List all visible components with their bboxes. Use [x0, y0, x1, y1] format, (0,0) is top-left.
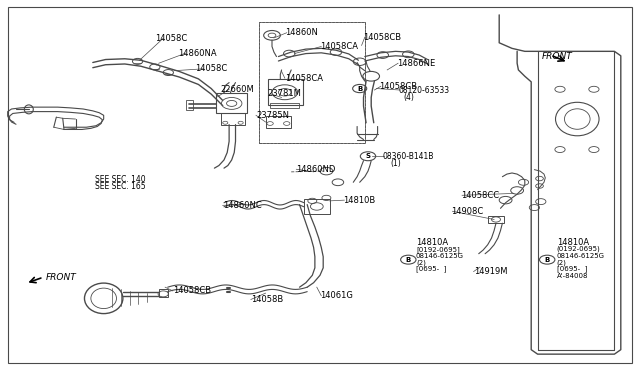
Text: 14860N: 14860N: [285, 28, 317, 37]
Text: 14860ND: 14860ND: [296, 165, 335, 174]
Text: 14058CB: 14058CB: [380, 82, 418, 91]
Text: (0192-0695): (0192-0695): [557, 246, 600, 253]
Bar: [270, 103, 299, 108]
Text: 14860NA: 14860NA: [178, 49, 216, 58]
Text: 14810B: 14810B: [343, 196, 375, 205]
Text: (4): (4): [403, 93, 414, 102]
Text: (2): (2): [416, 259, 426, 266]
Text: 14061G: 14061G: [320, 291, 353, 300]
Text: SEE SEC. 165: SEE SEC. 165: [95, 182, 145, 191]
Text: 14058B: 14058B: [251, 295, 283, 304]
Text: 14866NE: 14866NE: [397, 59, 435, 68]
Bar: [186, 100, 193, 110]
Text: 14058CB: 14058CB: [173, 286, 211, 295]
Text: B: B: [406, 257, 411, 263]
Bar: [304, 199, 330, 214]
Text: A'-84008: A'-84008: [557, 273, 588, 279]
Text: 22660M: 22660M: [221, 85, 255, 94]
Text: B: B: [545, 257, 550, 263]
Text: 14058CA: 14058CA: [285, 74, 323, 83]
Text: 14810A: 14810A: [416, 238, 448, 247]
Text: B: B: [357, 86, 362, 92]
Bar: [221, 113, 245, 125]
Text: 14058C: 14058C: [195, 64, 227, 73]
Text: 14058CB: 14058CB: [364, 33, 402, 42]
Text: 23785N: 23785N: [256, 111, 289, 120]
Text: 08360-B141B: 08360-B141B: [383, 152, 434, 161]
Text: 14058C: 14058C: [156, 34, 188, 43]
Text: [0695-  ]: [0695- ]: [416, 265, 446, 272]
Text: 08120-63533: 08120-63533: [398, 86, 449, 94]
Bar: [266, 116, 291, 128]
Text: (1): (1): [390, 159, 401, 168]
Text: 14058CC: 14058CC: [461, 191, 499, 200]
Text: 14058CA: 14058CA: [320, 42, 358, 51]
Bar: [259, 22, 365, 143]
Text: 14860NC: 14860NC: [223, 201, 262, 210]
Bar: [268, 79, 303, 105]
Text: 14810A: 14810A: [557, 238, 589, 247]
Text: SEE SEC. 140: SEE SEC. 140: [95, 175, 145, 184]
Text: [0192-0695]: [0192-0695]: [416, 246, 460, 253]
Text: 23781M: 23781M: [268, 89, 301, 98]
Bar: [216, 93, 247, 113]
Text: 14919M: 14919M: [474, 267, 507, 276]
Text: [0695-  ]: [0695- ]: [557, 265, 587, 272]
Text: 08146-6125G: 08146-6125G: [557, 253, 605, 259]
Text: FRONT: FRONT: [46, 273, 77, 282]
Bar: [488, 216, 504, 223]
Text: S: S: [365, 153, 371, 159]
Text: (2): (2): [557, 259, 566, 266]
Text: FRONT: FRONT: [542, 52, 573, 61]
Text: 14908C: 14908C: [451, 207, 483, 216]
Text: 08146-6125G: 08146-6125G: [416, 253, 464, 259]
Bar: [159, 289, 168, 297]
Bar: [259, 22, 365, 143]
